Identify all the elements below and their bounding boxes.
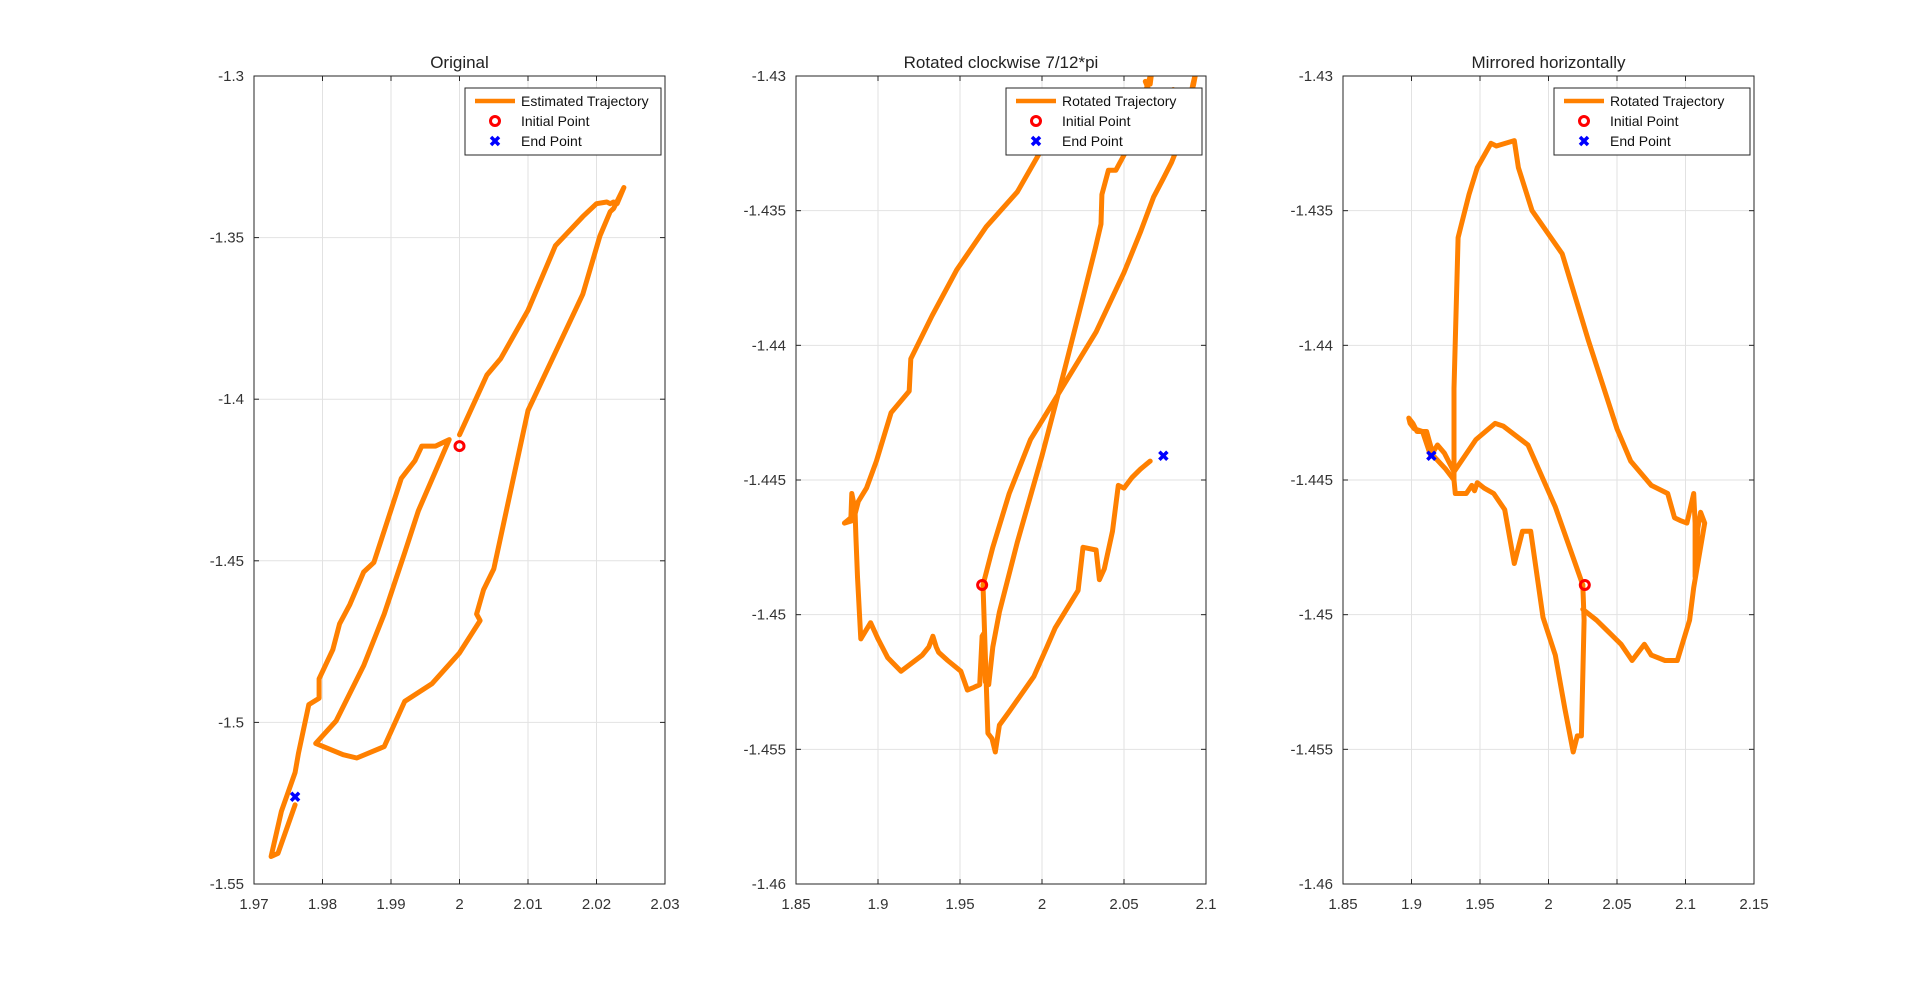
- grid: [795, 75, 1207, 885]
- legend-initial-label: Initial Point: [521, 113, 590, 129]
- plot-area: [1406, 138, 1708, 755]
- x-tick-label: 2.15: [1739, 896, 1768, 913]
- y-tick-label: -1.435: [1290, 203, 1333, 220]
- y-tick-label: -1.45: [210, 553, 244, 570]
- tick-labels: 1.85 1.9 1.95 2 2.05 2.1 2.15 -1.46 -1.455 -1.45 -…: [1290, 68, 1768, 913]
- legend-end-label: End Point: [1610, 133, 1671, 149]
- initial-point-marker: [453, 440, 466, 453]
- legend-initial-swatch: [1030, 115, 1042, 127]
- tick-labels: 1.97 1.98 1.99 2 2.01 2.02 2.03 -1.55 -1.5 -1.45 -…: [210, 68, 680, 913]
- trajectory-line-branch: [980, 458, 1153, 755]
- chart-title: Mirrored horizontally: [1472, 53, 1626, 72]
- x-tick-label: 2.05: [1602, 896, 1631, 913]
- y-tick-label: -1.3: [218, 68, 244, 85]
- legend-end-swatch: [1578, 135, 1590, 147]
- subplot-mirrored: 1.85 1.9 1.95 2 2.05 2.1 2.15 -1.46 -1.455 -1.45 -…: [1290, 53, 1768, 913]
- x-tick-label: 2: [1038, 896, 1046, 913]
- x-tick-label: 1.9: [868, 896, 889, 913]
- x-tick-label: 2.1: [1196, 896, 1217, 913]
- y-tick-label: -1.46: [1299, 876, 1333, 893]
- trajectory-line-branch: [1406, 415, 1586, 588]
- trajectory-line: [268, 185, 627, 859]
- x-tick-label: 2.1: [1675, 896, 1696, 913]
- y-tick-label: -1.5: [218, 714, 244, 731]
- x-tick-label: 2: [1544, 896, 1552, 913]
- y-tick-label: -1.43: [1299, 68, 1333, 85]
- x-tick-label: 1.99: [376, 896, 405, 913]
- plot-area: [268, 185, 627, 859]
- legend: Rotated Trajectory Initial Point End Point: [1553, 87, 1751, 156]
- initial-point-marker: [1578, 579, 1591, 592]
- trajectory-line: [1451, 138, 1708, 755]
- y-tick-label: -1.445: [1290, 472, 1333, 489]
- legend-trajectory-label: Rotated Trajectory: [1062, 93, 1176, 109]
- x-tick-label: 2.02: [582, 896, 611, 913]
- x-tick-label: 2.05: [1109, 896, 1138, 913]
- legend-end-swatch: [1030, 135, 1042, 147]
- x-tick-label: 1.97: [239, 896, 268, 913]
- initial-point-marker: [976, 579, 989, 592]
- x-tick-label: 1.9: [1401, 896, 1422, 913]
- x-tick-label: 1.85: [781, 896, 810, 913]
- legend: Estimated Trajectory Initial Point End Poi…: [464, 87, 662, 156]
- chart-title: Original: [430, 53, 489, 72]
- subplot-original: 1.97 1.98 1.99 2 2.01 2.02 2.03 -1.55 -1.5 -1.45 -…: [210, 53, 680, 913]
- legend-initial-swatch: [489, 115, 501, 127]
- x-tick-label: 2.01: [513, 896, 542, 913]
- legend: Rotated Trajectory Initial Point End Point: [1005, 87, 1203, 156]
- legend-end-swatch: [489, 135, 501, 147]
- subplot-rotated: 1.85 1.9 1.95 2 2.05 2.1 -1.46 -1.455 -1.45 -1.44…: [743, 53, 1216, 913]
- legend-initial-swatch: [1578, 115, 1590, 127]
- legend-trajectory-label: Estimated Trajectory: [521, 93, 649, 109]
- y-tick-label: -1.455: [1290, 741, 1333, 758]
- y-tick-label: -1.55: [210, 876, 244, 893]
- grid: [1342, 75, 1755, 885]
- legend-initial-label: Initial Point: [1610, 113, 1679, 129]
- x-tick-label: 2: [455, 896, 463, 913]
- end-point-marker: [1158, 450, 1169, 461]
- plot-area: [841, 76, 1198, 755]
- tick-labels: 1.85 1.9 1.95 2 2.05 2.1 -1.46 -1.455 -1.45 -1.44…: [743, 68, 1216, 913]
- x-tick-label: 1.95: [1465, 896, 1494, 913]
- legend-initial-label: Initial Point: [1062, 113, 1131, 129]
- end-point-marker: [289, 791, 301, 802]
- legend-end-label: End Point: [1062, 133, 1123, 149]
- legend-trajectory-label: Rotated Trajectory: [1610, 93, 1724, 109]
- end-point-marker: [1426, 450, 1437, 461]
- y-tick-label: -1.46: [752, 876, 786, 893]
- x-tick-label: 1.95: [945, 896, 974, 913]
- y-tick-label: -1.44: [1299, 337, 1333, 354]
- y-tick-label: -1.35: [210, 230, 244, 247]
- y-tick-label: -1.45: [1299, 607, 1333, 624]
- y-tick-label: -1.4: [218, 391, 244, 408]
- y-tick-label: -1.43: [752, 68, 786, 85]
- legend-end-label: End Point: [521, 133, 582, 149]
- y-tick-label: -1.44: [752, 337, 786, 354]
- y-tick-label: -1.455: [743, 741, 786, 758]
- x-tick-label: 2.03: [650, 896, 679, 913]
- chart-title: Rotated clockwise 7/12*pi: [904, 53, 1099, 72]
- y-tick-label: -1.445: [743, 472, 786, 489]
- y-tick-label: -1.435: [743, 203, 786, 220]
- x-tick-label: 1.85: [1328, 896, 1357, 913]
- x-tick-label: 1.98: [308, 896, 337, 913]
- trajectory-line: [841, 76, 1198, 693]
- y-tick-label: -1.45: [752, 607, 786, 624]
- grid: [253, 75, 666, 885]
